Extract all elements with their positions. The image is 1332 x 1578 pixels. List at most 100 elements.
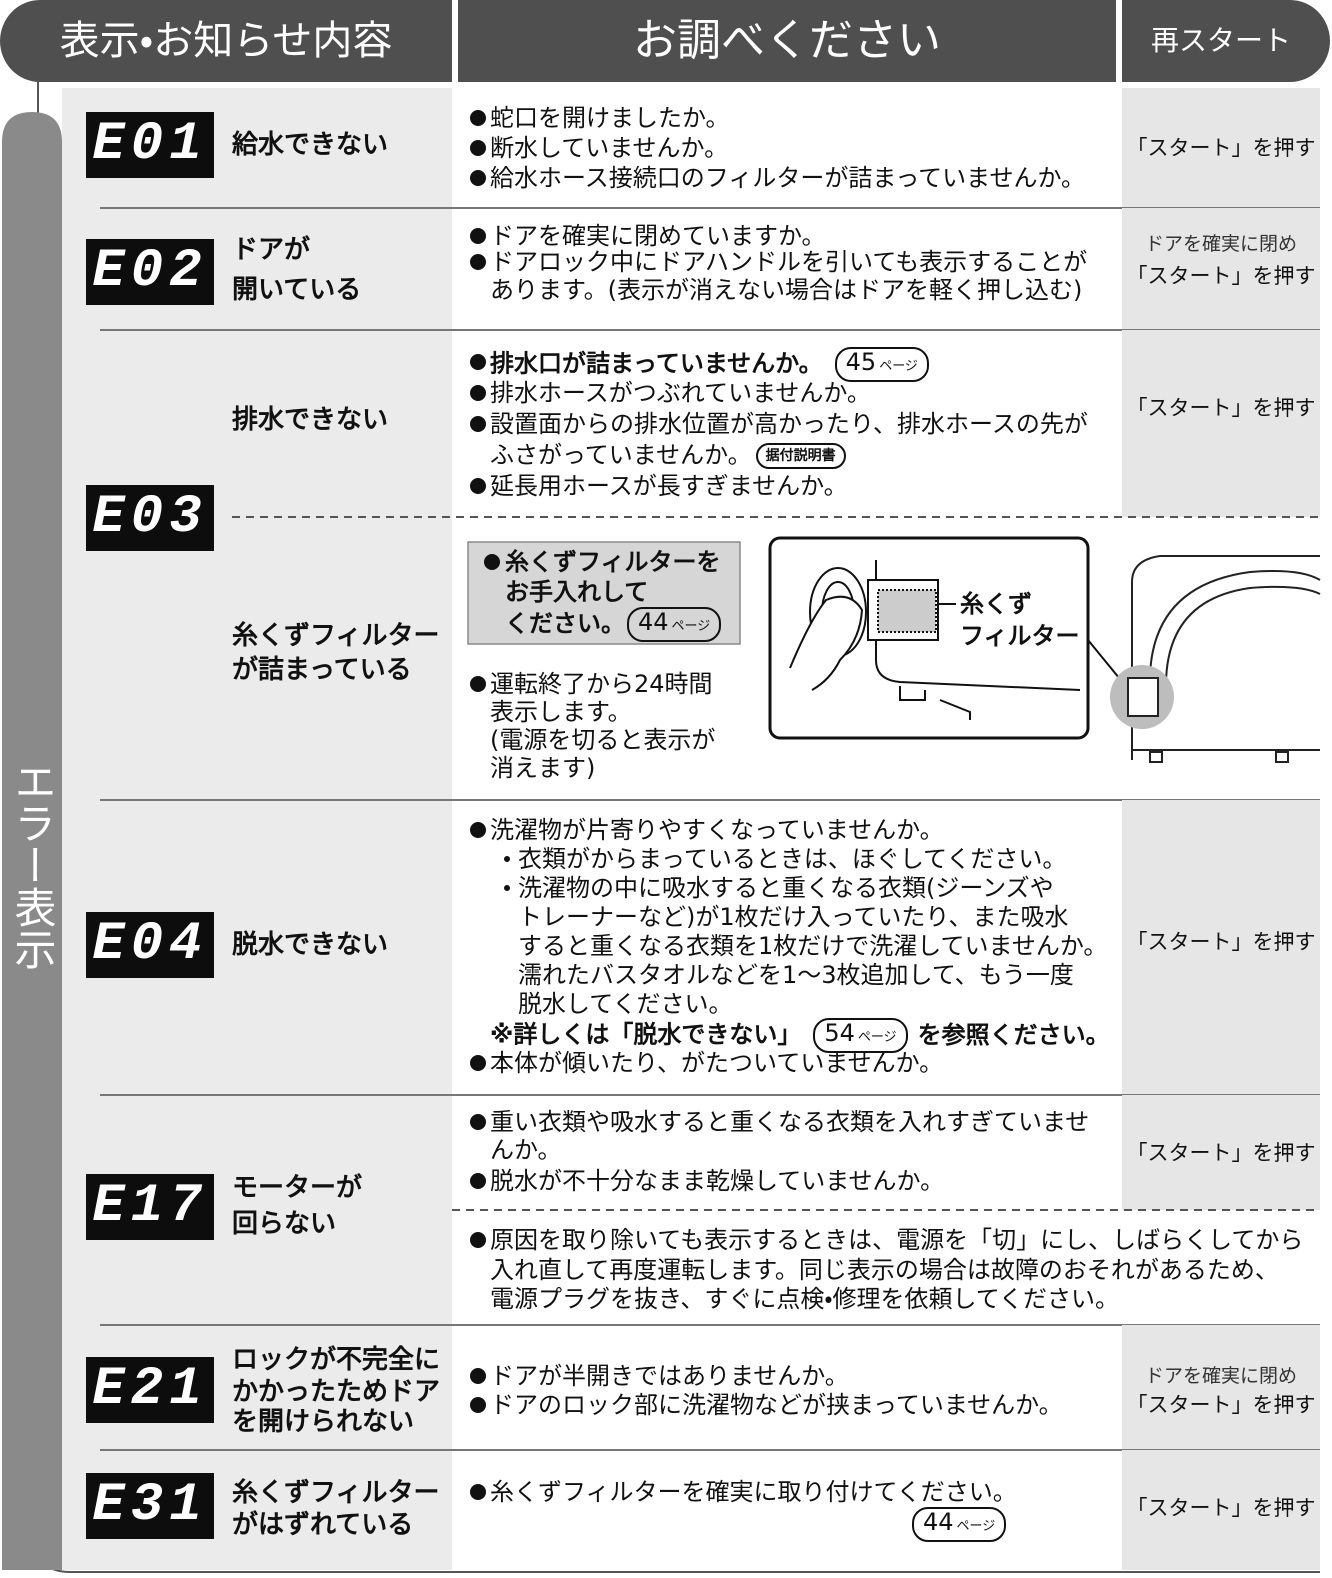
- text-line: 運転終了から24時間: [490, 669, 713, 699]
- text-line: 濡れたバスタオルなどを1～3枚追加して、もう一度: [518, 960, 1074, 990]
- bullet: [504, 885, 510, 891]
- item-text: 断水していませんか。: [490, 134, 729, 162]
- restart-text: ドアを確実に閉め: [1144, 1365, 1297, 1387]
- code-text: E02: [92, 241, 208, 302]
- text-line: 排水ホースがつぶれていませんか。: [490, 378, 871, 408]
- code-display: [86, 112, 214, 178]
- item-text: ドアロック中にドアハンドルを引いても表示することが: [490, 248, 1088, 276]
- ref-unit: ページ: [956, 1519, 996, 1534]
- header-cell: [458, 0, 1116, 82]
- item-text: 運転終了から24時間: [490, 670, 713, 698]
- title-text: が詰まっている: [232, 655, 412, 685]
- text-line: あります。(表示が消えない場合はドアを軽く押し込む): [490, 275, 1082, 305]
- bullet: [470, 478, 486, 494]
- item-text: 延長用ホースが長すぎませんか。: [490, 472, 848, 500]
- header-text: 再スタート: [1150, 24, 1291, 57]
- item-text: ドアが半開きではありませんか。: [490, 1362, 849, 1390]
- restart-bg: [1122, 330, 1320, 517]
- row-shapes: [86, 88, 1320, 1570]
- item-text: あります。(表示が消えない場合はドアを軽く押し込む): [490, 276, 1083, 304]
- title-text: 脱水できない: [232, 930, 389, 960]
- code-display: [86, 1357, 214, 1423]
- title-text: 回らない: [232, 1209, 337, 1239]
- bullet: [470, 1368, 486, 1384]
- text-line: ※詳しくは「脱水できない」 54 ページ を参照ください。: [490, 1018, 1110, 1053]
- header-text: 表示・お知らせ内容: [59, 18, 393, 64]
- text-line: 排水口が詰まっていませんか。 45 ページ: [490, 347, 929, 382]
- text-line: フィルター: [960, 622, 1080, 650]
- item-text: 排水口が詰まっていませんか。: [490, 349, 823, 378]
- item-text: ふさがっていませんか。: [490, 441, 752, 469]
- ref-unit: ページ: [671, 619, 711, 634]
- bullet: [484, 554, 500, 570]
- text-line: 断水していませんか。: [490, 133, 728, 163]
- item-text: 蛇口を開けましたか。: [490, 104, 730, 132]
- text-line: ドアのロック部に洗濯物などが挟まっていませんか。: [490, 1390, 1063, 1420]
- code-text: E03: [92, 487, 208, 548]
- restart-bg: [1122, 208, 1320, 330]
- item-text: 表示します。: [490, 698, 632, 726]
- box-text: ください。: [505, 609, 625, 638]
- text-line: 洗濯物の中に吸水すると重くなる衣類(ジーンズや: [518, 873, 1054, 903]
- code-text: E31: [92, 1475, 208, 1536]
- item-text: 設置面からの排水位置が高かったり、排水ホースの先が: [490, 410, 1088, 438]
- text-line: ドアを確実に閉めていますか。: [490, 221, 826, 251]
- notice-box: [467, 541, 741, 645]
- code-text: E21: [92, 1359, 208, 1420]
- column-check-bg: [452, 88, 1122, 1570]
- title-text: ロックが不完全に: [232, 1345, 441, 1375]
- ref-unit: ページ: [879, 359, 918, 374]
- bullet: [470, 676, 486, 692]
- text-line: 糸くずフィルターを: [505, 547, 721, 577]
- bullet: [470, 1055, 486, 1071]
- text-line: ドアロック中にドアハンドルを引いても表示することが: [490, 247, 1087, 277]
- restart-bg: [1122, 1325, 1320, 1450]
- text-line: 44 ページ: [912, 1507, 1007, 1542]
- item-text: 洗濯物が片寄りやすくなっていませんか。: [490, 816, 944, 844]
- restart-bg: [1122, 800, 1320, 1095]
- title-text: かかったためドア: [232, 1377, 441, 1407]
- text-line: お手入れして: [505, 577, 648, 607]
- bullet: [470, 140, 486, 156]
- item-text: ※詳しくは「脱水できない」: [490, 1020, 802, 1049]
- item-text: すると重くなる衣類を1枚だけで洗濯していませんか。: [518, 932, 1108, 960]
- item-text: 重い衣類や吸水すると重くなる衣類を入れすぎていませ: [490, 1108, 1090, 1136]
- item-text: 消えます): [490, 754, 596, 782]
- text-line: (電源を切ると表示が: [490, 725, 715, 755]
- bullet: [504, 856, 510, 862]
- text-line: トレーナーなど)が1枚だけ入っていたり、また吸水: [518, 902, 1068, 932]
- text-line: 洗濯物が片寄りやすくなっていませんか。: [490, 815, 944, 845]
- code-text: E01: [92, 114, 208, 175]
- code-text: E04: [92, 914, 208, 975]
- item-text-after: を参照ください。: [917, 1020, 1110, 1049]
- text-line: 脱水してください。: [518, 989, 733, 1019]
- item-text: 脱水してください。: [518, 990, 733, 1018]
- item-text: 給水ホース接続口のフィルターが詰まっていませんか。: [490, 164, 1085, 192]
- item-text: 洗濯物の中に吸水すると重くなる衣類(ジーンズや: [518, 874, 1054, 902]
- code-display: [86, 1473, 214, 1539]
- title-text: モーターが: [232, 1173, 363, 1203]
- ref-page: 45: [845, 348, 877, 376]
- bullet: [470, 822, 486, 838]
- text-line: んか。: [490, 1135, 562, 1165]
- text-line: 入れ直して再度運転します。同じ表示の場合は故障のおそれがあるため、: [490, 1255, 1279, 1285]
- text-line: ください。 44 ページ: [505, 607, 722, 642]
- text-line: 消えます): [490, 753, 595, 783]
- restart-text: 「スタート」を押す: [1126, 264, 1316, 288]
- text-line: 蛇口を開けましたか。: [490, 103, 730, 133]
- ref-page: 44: [638, 608, 669, 636]
- item-text: 原因を取り除いても表示するときは、電源を「切」にし、しばらくしてから: [490, 1226, 1304, 1254]
- text-line: 重い衣類や吸水すると重くなる衣類を入れすぎていませ: [490, 1107, 1089, 1137]
- code-display: [86, 1174, 214, 1240]
- text-line: 脱水が不十分なまま乾燥していませんか。: [490, 1166, 944, 1196]
- ref-unit: ページ: [857, 1030, 897, 1045]
- restart-text: 「スタート」を押す: [1126, 1496, 1316, 1520]
- code-display: [86, 485, 214, 551]
- text-line: ドアが半開きではありませんか。: [490, 1361, 849, 1391]
- washer-figure: [1110, 555, 1321, 763]
- item-text: 入れ直して再度運転します。同じ表示の場合は故障のおそれがあるため、: [490, 1256, 1279, 1284]
- bullet: [470, 170, 486, 186]
- bullet: [470, 1232, 486, 1248]
